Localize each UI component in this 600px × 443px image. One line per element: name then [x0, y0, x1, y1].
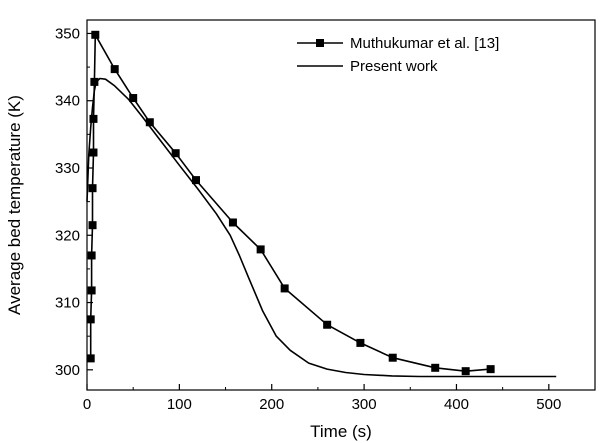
x-tick-label: 400	[444, 396, 469, 413]
x-tick-label: 0	[83, 396, 91, 413]
data-point	[256, 245, 265, 254]
data-point	[87, 286, 96, 295]
data-point	[171, 149, 180, 158]
y-tick-label: 350	[55, 25, 80, 42]
series-line-0	[89, 33, 491, 373]
data-point	[110, 65, 119, 74]
y-tick-label: 310	[55, 295, 80, 312]
x-tick-label: 300	[352, 396, 377, 413]
series-line-1	[86, 77, 557, 378]
data-point	[461, 367, 470, 376]
series-layer	[86, 30, 557, 378]
legend-marker-muthukumar	[316, 39, 324, 47]
data-point	[145, 118, 154, 127]
data-point	[90, 77, 99, 86]
data-point	[89, 114, 98, 123]
plot-frame	[86, 19, 596, 391]
data-point	[356, 338, 365, 347]
data-point	[89, 148, 98, 157]
legend: Muthukumar et al. [13] Present work	[297, 35, 499, 75]
y-axis-title: Average bed temperature (K)	[5, 95, 24, 315]
x-tick-label: 500	[536, 396, 561, 413]
y-axis-ticks: 300 310 320 330 340 350	[55, 25, 93, 379]
x-axis-ticks: 0 100 200 300 400 500	[83, 384, 561, 413]
data-point	[129, 94, 138, 103]
data-point	[228, 218, 237, 227]
data-point	[431, 363, 440, 372]
data-point	[86, 354, 95, 363]
data-point	[87, 251, 96, 260]
y-tick-label: 330	[55, 160, 80, 177]
x-axis-title: Time (s)	[310, 422, 372, 441]
legend-label-present: Present work	[350, 58, 438, 75]
data-point	[88, 221, 97, 230]
y-tick-label: 340	[55, 93, 80, 110]
data-point	[323, 320, 332, 329]
x-tick-label: 200	[259, 396, 284, 413]
legend-label-muthukumar: Muthukumar et al. [13]	[350, 35, 499, 52]
data-point	[191, 176, 200, 185]
y-tick-label: 300	[55, 362, 80, 379]
data-point	[280, 284, 289, 293]
data-point	[388, 353, 397, 362]
data-point	[88, 184, 97, 193]
data-point	[86, 315, 95, 324]
data-point	[486, 365, 495, 374]
data-point	[91, 30, 100, 39]
x-tick-label: 100	[167, 396, 192, 413]
y-tick-label: 320	[55, 227, 80, 244]
